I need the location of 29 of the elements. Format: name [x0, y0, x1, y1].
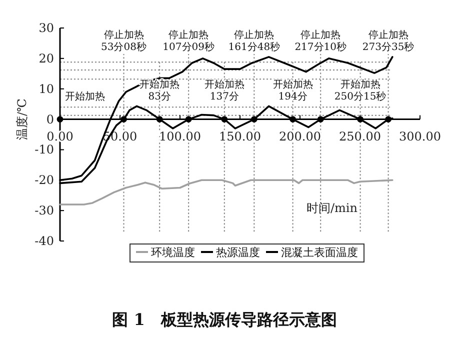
annotation: 开始加热 — [65, 90, 105, 102]
y-tick-label: -30 — [34, 204, 54, 218]
y-tick-label: 0 — [46, 112, 54, 126]
y-tick-label: 10 — [38, 82, 54, 96]
x-tick-label: 250.00 — [339, 129, 381, 144]
y-tick-label: -40 — [34, 234, 54, 248]
text: 图 1 板型热源传导路径示意图 — [112, 310, 337, 329]
annotation: 停止加热 53分08秒 — [101, 29, 146, 53]
annotation: 停止加热 107分09秒 — [162, 29, 214, 53]
annotation: 停止加热 161分48秒 — [228, 29, 280, 53]
annotation: 停止加热 217分10秒 — [294, 29, 347, 53]
x-tick-label: 150.00 — [219, 129, 261, 144]
y-tick-label: 20 — [38, 51, 54, 66]
y-axis-title: 温度/℃ — [15, 98, 29, 140]
x-tick-label: 300.00 — [399, 129, 441, 144]
legend-label: 热源温度 — [216, 246, 260, 259]
annotation: 开始加热 83分 — [140, 78, 180, 102]
y-tick-label: -10 — [34, 142, 54, 157]
legend-label: 环境温度 — [151, 246, 195, 259]
x-tick-label: 100.00 — [159, 129, 201, 144]
x-tick-label: 200.00 — [279, 129, 321, 144]
annotation: 开始加热 194分 — [272, 78, 313, 102]
annotation: 开始加热 250分15秒 — [334, 78, 386, 102]
annotation: 开始加热 137分 — [204, 78, 244, 102]
y-tick-label: 30 — [38, 21, 54, 35]
annotation: 停止加热 273分35秒 — [362, 29, 414, 53]
y-tick-label: -20 — [34, 173, 54, 188]
legend-label: 混凝土表面温度 — [281, 246, 358, 259]
x-axis-title: 时间/min — [306, 201, 358, 215]
